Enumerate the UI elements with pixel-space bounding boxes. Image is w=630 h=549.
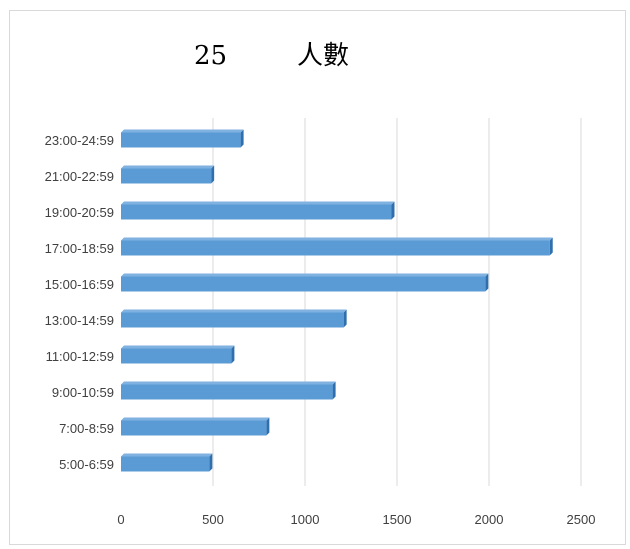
bar-top-face <box>121 129 244 133</box>
y-tick-label: 13:00-14:59 <box>45 313 114 328</box>
bar-front-face <box>121 132 241 148</box>
bar-top-face <box>121 201 395 205</box>
bar-front-face <box>121 312 344 328</box>
x-tick-label: 2500 <box>567 512 596 527</box>
y-tick-label: 9:00-10:59 <box>52 385 114 400</box>
bar-depth-face <box>209 453 213 472</box>
x-tick-label: 0 <box>117 512 124 527</box>
y-tick-label: 19:00-20:59 <box>45 205 114 220</box>
bar <box>121 381 336 400</box>
bar-top-face <box>121 309 347 313</box>
bar-depth-face <box>211 165 215 184</box>
x-tick-label: 500 <box>202 512 224 527</box>
y-tick-label: 5:00-6:59 <box>59 457 114 472</box>
bar-front-face <box>121 240 550 256</box>
bar <box>121 273 489 292</box>
bar-top-face <box>121 417 270 421</box>
bar <box>121 345 235 364</box>
bar-top-face <box>121 345 235 349</box>
chart-title-prefix: 25 <box>194 41 227 71</box>
bar <box>121 165 215 184</box>
bar-depth-face <box>549 237 553 256</box>
bar-depth-face <box>391 201 395 220</box>
bar-top-face <box>121 273 489 277</box>
chart-title: 人數 <box>297 41 349 71</box>
bar <box>121 237 553 256</box>
bar <box>121 417 270 436</box>
bar-depth-face <box>231 345 235 364</box>
x-tick-label: 1500 <box>383 512 412 527</box>
x-tick-label: 2000 <box>475 512 504 527</box>
bar-depth-face <box>485 273 489 292</box>
bar <box>121 129 244 148</box>
bar <box>121 201 395 220</box>
bar-depth-face <box>343 309 347 328</box>
y-tick-label: 17:00-18:59 <box>45 241 114 256</box>
bar-front-face <box>121 384 333 400</box>
bar-front-face <box>121 204 392 220</box>
bar-front-face <box>121 168 212 184</box>
y-tick-label: 23:00-24:59 <box>45 133 114 148</box>
y-tick-label: 15:00-16:59 <box>45 277 114 292</box>
bar-top-face <box>121 237 553 241</box>
x-tick-label: 1000 <box>291 512 320 527</box>
y-tick-label: 11:00-12:59 <box>46 349 114 364</box>
bar-front-face <box>121 348 232 364</box>
bar-depth-face <box>332 381 336 400</box>
bar-front-face <box>121 456 210 472</box>
bar <box>121 453 213 472</box>
bar-depth-face <box>240 129 244 148</box>
y-tick-label: 7:00-8:59 <box>59 421 114 436</box>
bar-top-face <box>121 381 336 385</box>
bar-depth-face <box>266 417 270 436</box>
bar-front-face <box>121 420 267 436</box>
bar <box>121 309 347 328</box>
y-tick-label: 21:00-22:59 <box>45 169 114 184</box>
bar-front-face <box>121 276 486 292</box>
bar-top-face <box>121 165 215 169</box>
bar-top-face <box>121 453 213 457</box>
